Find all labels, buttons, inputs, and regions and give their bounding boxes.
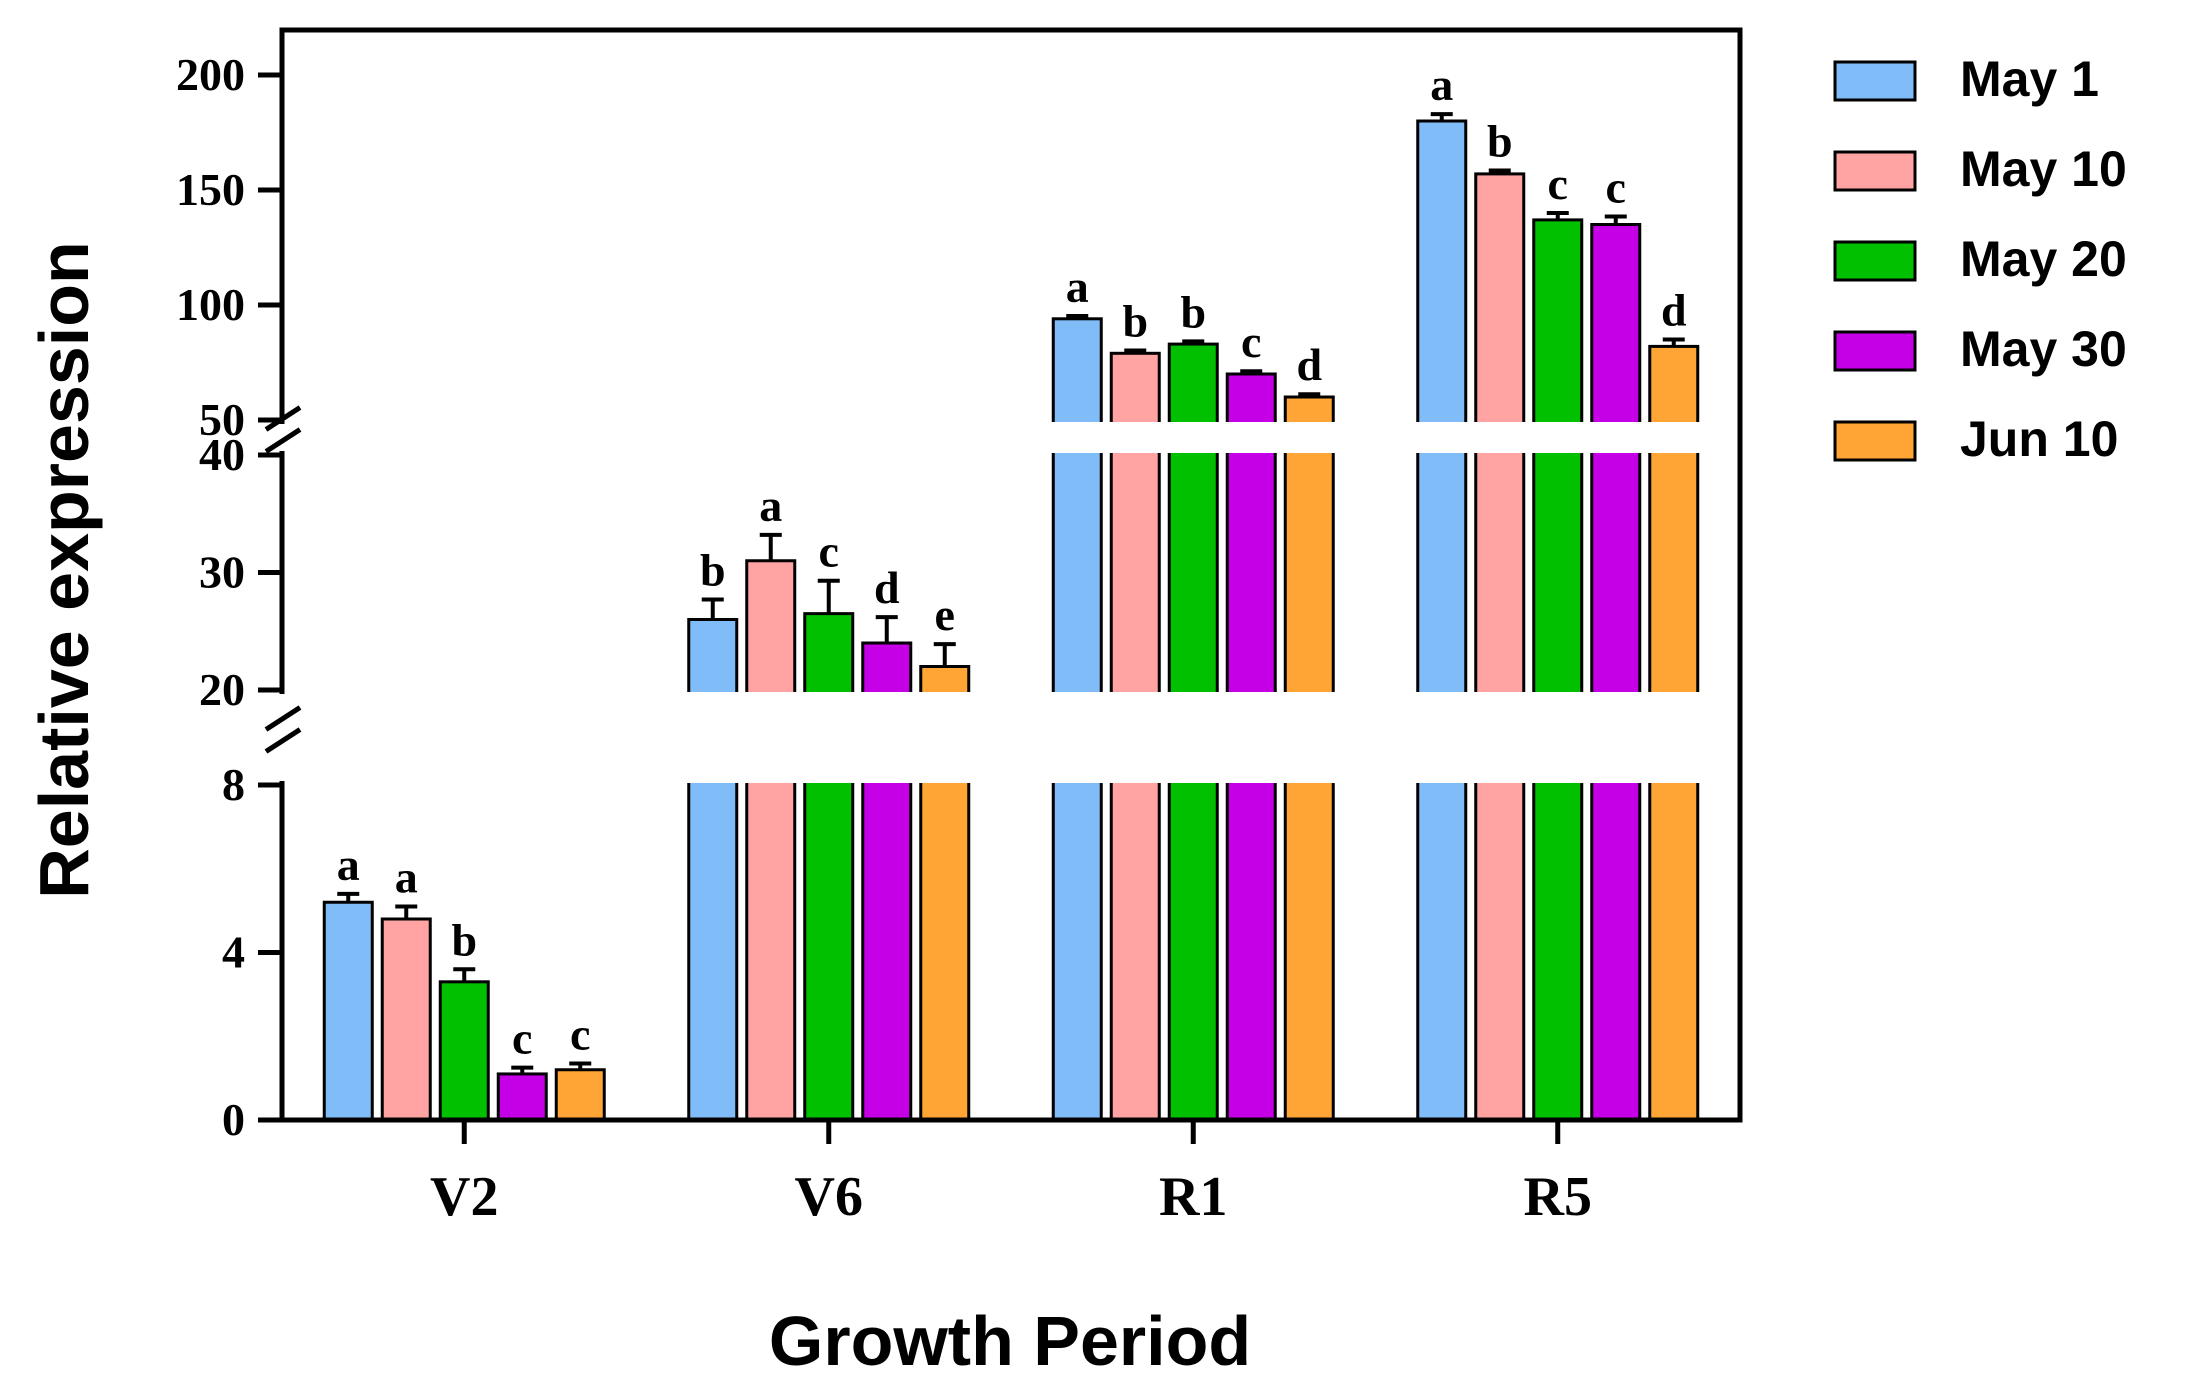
bars-layer (322, 119, 1700, 1122)
legend-label: May 20 (1960, 231, 2127, 287)
y-tick-label: 40 (199, 429, 245, 480)
legend: May 1 May 10 May 20 May 30 Jun 10 (1833, 51, 2127, 467)
bar-V2-may-1 (322, 900, 374, 1122)
x-axis-ticks: V2 V6 R1 R5 (430, 1120, 1592, 1228)
bar-V2-may-10 (380, 917, 432, 1122)
axis-break-slash (264, 405, 302, 432)
error-bars (337, 112, 1685, 1074)
significance-letter: b (1180, 286, 1206, 337)
significance-letter: b (451, 914, 477, 965)
y-axis-title: Relative expression (25, 241, 103, 899)
significance-letter: d (874, 562, 900, 613)
significance-letter: d (1296, 339, 1322, 390)
significance-letter: d (1661, 285, 1687, 336)
legend-label: May 10 (1960, 141, 2127, 197)
significance-letter: a (1430, 59, 1453, 110)
axis-break-gap (285, 422, 1737, 453)
x-tick-label: R5 (1524, 1166, 1592, 1228)
x-tick-label: R1 (1159, 1166, 1227, 1228)
significance-letter: a (395, 851, 418, 902)
y-tick-label: 50 (199, 394, 245, 445)
significance-letter: b (1487, 115, 1513, 166)
legend-label: Jun 10 (1960, 411, 2118, 467)
legend-swatch (1833, 240, 1917, 282)
bar-R5-may-1 (1416, 119, 1468, 1122)
bar-V2-may-20 (438, 980, 490, 1122)
significance-letter: b (1122, 296, 1148, 347)
y-tick-label: 0 (222, 1094, 245, 1145)
significance-letter: b (700, 545, 726, 596)
y-tick-label: 8 (222, 759, 245, 810)
bar-V6-may-10 (745, 559, 797, 1122)
legend-swatch (1833, 420, 1917, 462)
axis-break-slash (264, 427, 302, 454)
axis-break-slash (264, 727, 302, 754)
x-tick-label: V2 (430, 1166, 498, 1228)
significance-letter: a (759, 480, 782, 531)
bar-V2-may-30 (496, 1072, 548, 1122)
significance-letter: c (819, 526, 839, 577)
legend-swatch (1833, 60, 1917, 102)
y-tick-label: 20 (199, 664, 245, 715)
bar-V6-may-20 (803, 612, 855, 1122)
legend-label: May 30 (1960, 321, 2127, 377)
axis-break-gap (285, 692, 1737, 783)
bar-V2-jun-10 (554, 1068, 606, 1122)
bar-R5-may-30 (1590, 223, 1642, 1122)
y-tick-label: 150 (176, 164, 245, 215)
bar-R5-may-10 (1474, 172, 1526, 1122)
axis-break-marks (264, 405, 302, 781)
x-tick-label: V6 (795, 1166, 863, 1228)
bar-R5-may-20 (1532, 218, 1584, 1122)
significance-letter: c (570, 1008, 590, 1059)
significance-letter: c (1241, 316, 1261, 367)
y-tick-label: 200 (176, 49, 245, 100)
axis-break-slash (264, 705, 302, 732)
y-tick-label: 30 (199, 547, 245, 598)
significance-letter: c (512, 1013, 532, 1064)
legend-swatch (1833, 330, 1917, 372)
legend-swatch (1833, 150, 1917, 192)
significance-letter: c (1548, 158, 1568, 209)
y-tick-label: 100 (176, 279, 245, 330)
legend-label: May 1 (1960, 51, 2099, 107)
axis-break-gaps (285, 422, 1737, 783)
significance-letter: a (337, 839, 360, 890)
significance-letter: e (935, 589, 955, 640)
significance-letter: a (1066, 261, 1089, 312)
x-axis-title: Growth Period (769, 1302, 1251, 1380)
significance-letter: c (1606, 161, 1626, 212)
y-tick-label: 4 (222, 927, 245, 978)
